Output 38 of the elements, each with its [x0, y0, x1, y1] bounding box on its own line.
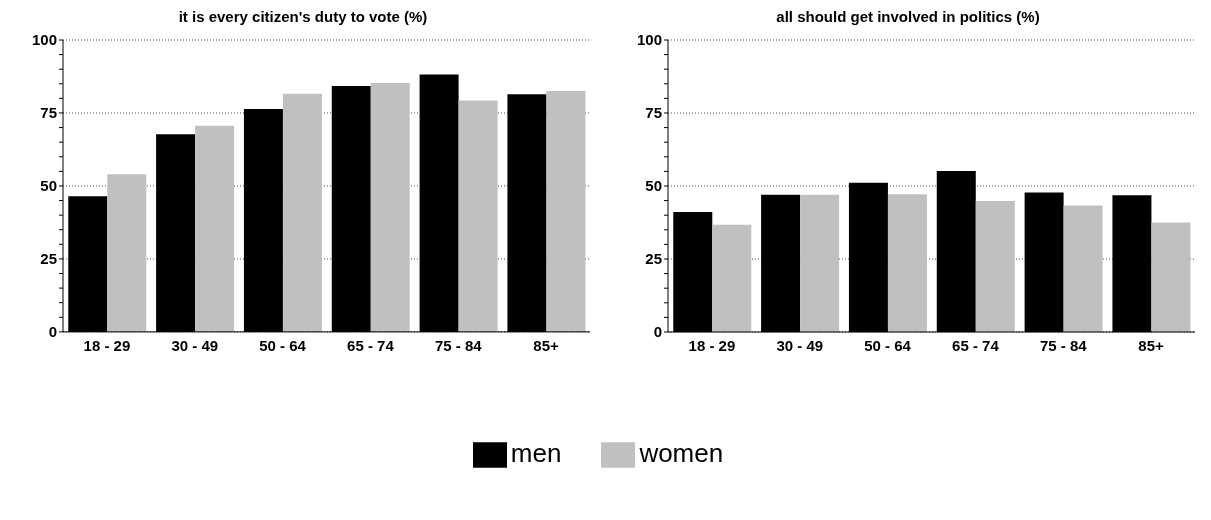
y-tick-label: 75: [40, 104, 57, 122]
legend-label: men: [510, 437, 562, 468]
legend-label: women: [639, 437, 724, 468]
x-tick-label: 85+: [1138, 336, 1165, 354]
x-tick-label: 50 - 64: [864, 336, 912, 354]
x-tick-label: 65 - 74: [952, 336, 1000, 354]
chart-title: it is every citizen's duty to vote (%): [177, 8, 429, 27]
x-tick-label: 30 - 49: [776, 336, 824, 354]
bar: [546, 91, 586, 332]
bar: [800, 194, 840, 332]
bar: [195, 125, 235, 332]
y-tick-label: 100: [31, 31, 57, 49]
bar: [282, 93, 322, 332]
y-tick-label: 0: [48, 323, 57, 341]
x-tick-label: 18 - 29: [83, 336, 131, 354]
y-tick-label: 25: [645, 250, 662, 268]
x-tick-label: 75 - 84: [1039, 336, 1088, 354]
bar: [1151, 222, 1191, 332]
y-tick-label: 50: [645, 177, 662, 195]
x-tick-label: 50 - 64: [259, 336, 307, 354]
bar: [1063, 205, 1103, 332]
x-tick-label: 85+: [533, 336, 560, 354]
y-tick-label: 50: [40, 177, 57, 195]
x-tick-label: 75 - 84: [434, 336, 483, 354]
y-tick-label: 75: [645, 104, 662, 122]
bar: [975, 200, 1015, 332]
bar: [107, 174, 147, 332]
bar: [712, 224, 752, 332]
x-tick-label: 30 - 49: [171, 336, 219, 354]
bar: [887, 194, 927, 332]
x-tick-label: 18 - 29: [688, 336, 736, 354]
y-tick-label: 100: [636, 31, 662, 49]
y-tick-label: 25: [40, 250, 57, 268]
bar: [458, 100, 498, 332]
y-tick-label: 0: [653, 323, 662, 341]
x-tick-label: 65 - 74: [347, 336, 395, 354]
chart-title: all should get involved in politics (%): [775, 8, 1041, 27]
bar: [370, 82, 410, 332]
